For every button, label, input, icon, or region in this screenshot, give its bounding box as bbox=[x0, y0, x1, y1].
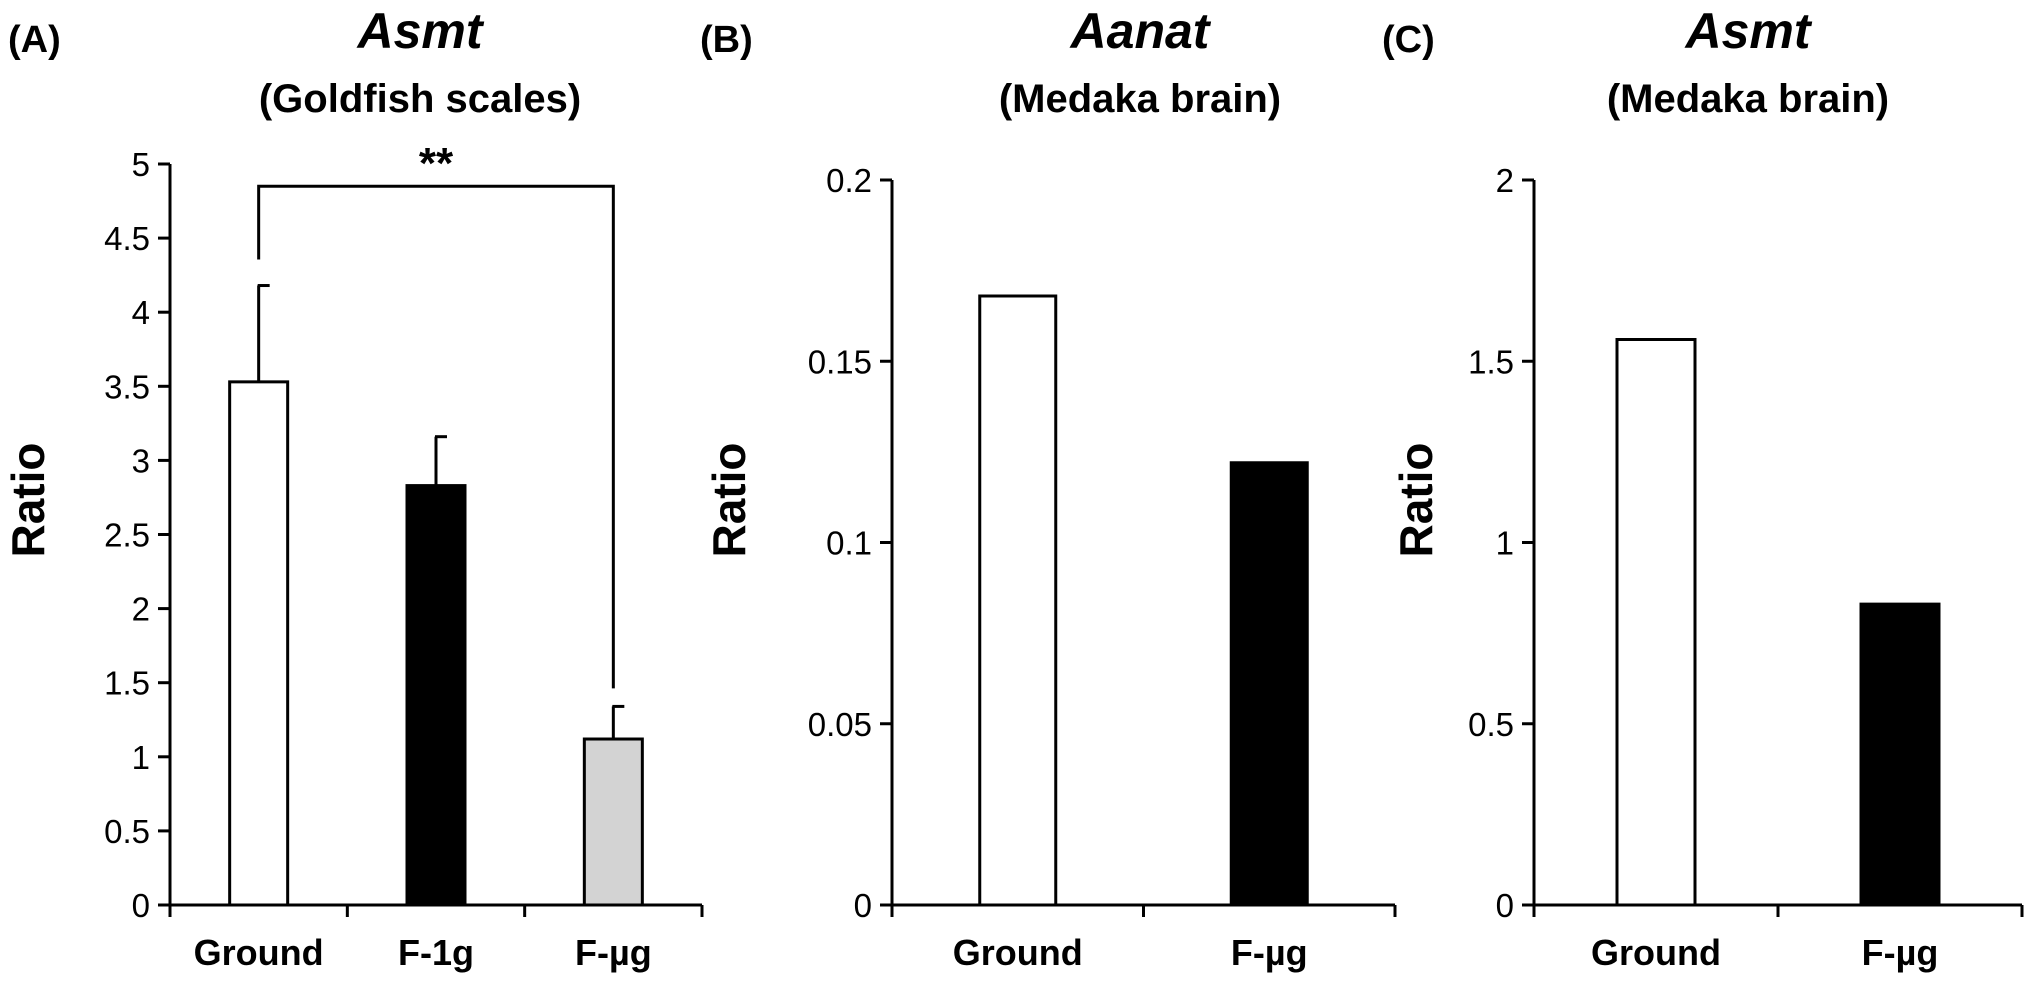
panel-a-y-tick-label: 1 bbox=[132, 739, 150, 776]
panel-c-title: Asmt bbox=[1683, 3, 1812, 59]
panel-b-x-tick-label: Ground bbox=[953, 932, 1083, 973]
panel-a-title: Asmt bbox=[355, 3, 484, 59]
panel-b-bar-ground bbox=[978, 294, 1058, 907]
panel-b-y-tick-label: 0.15 bbox=[808, 343, 872, 380]
panel-a-y-tick-label: 3.5 bbox=[104, 368, 150, 405]
panel-a-y-tick-label: 2.5 bbox=[104, 517, 150, 554]
panel-c-y-tick-label: 1.5 bbox=[1468, 343, 1514, 380]
panel-b-y-tick-label: 0.1 bbox=[826, 525, 872, 562]
panel-b-plot: 0 0.05 0.1 0.15 0.2 Ground F-µg bbox=[808, 162, 1397, 973]
panel-a: (A) Asmt (Goldfish scales) Ratio 0 0.5 1 1.… bbox=[2, 3, 704, 973]
panel-b-y-tick-label: 0 bbox=[854, 887, 872, 924]
panel-b-x-tick-label: F-µg bbox=[1231, 932, 1308, 973]
panel-c-x-tick-label: F-µg bbox=[1862, 932, 1939, 973]
panel-c-subtitle: (Medaka brain) bbox=[1607, 77, 1889, 121]
panel-a-x-tick-label: F-µg bbox=[575, 932, 652, 973]
panel-a-x-tick-label: F-1g bbox=[398, 932, 474, 973]
panel-c: (C) Asmt (Medaka brain) Ratio 0 0.5 1 1.5 2 G… bbox=[1382, 3, 2024, 973]
panel-a-y-tick-label: 4 bbox=[132, 294, 150, 331]
panel-c-x-tick-label: Ground bbox=[1591, 932, 1721, 973]
panel-c-bar-f-g bbox=[1859, 602, 1941, 907]
panel-a-y-tick-label: 4.5 bbox=[104, 220, 150, 257]
panel-c-letter: (C) bbox=[1382, 19, 1435, 61]
panel-a-letter: (A) bbox=[8, 19, 61, 61]
panel-a-plot: 0 0.5 1 1.5 2 2.5 3 3.5 4 4.5 5 Ground F-1g F-µg ** bbox=[104, 139, 704, 973]
panel-a-y-axis-label: Ratio bbox=[2, 443, 54, 558]
panel-b-subtitle: (Medaka brain) bbox=[999, 77, 1281, 121]
panel-b-letter: (B) bbox=[700, 19, 753, 61]
panel-b-y-axis-label: Ratio bbox=[703, 443, 755, 558]
panel-a-bar-f-1g bbox=[405, 484, 467, 907]
panel-a-y-tick-label: 1.5 bbox=[104, 665, 150, 702]
panel-a-y-tick-label: 5 bbox=[132, 146, 150, 183]
panel-c-y-tick-label: 0.5 bbox=[1468, 706, 1514, 743]
panel-b-y-tick-label: 0.2 bbox=[826, 162, 872, 199]
panel-a-bar-ground bbox=[228, 380, 290, 907]
panel-c-y-tick-label: 1 bbox=[1496, 525, 1514, 562]
panel-c-bar-ground bbox=[1615, 338, 1697, 907]
panel-b-bar-f-g bbox=[1229, 461, 1309, 907]
panel-c-plot: 0 0.5 1 1.5 2 Ground F-µg bbox=[1468, 162, 2024, 973]
panel-c-y-axis-label: Ratio bbox=[1390, 443, 1442, 558]
panel-c-y-tick-label: 2 bbox=[1496, 162, 1514, 199]
panel-a-y-tick-label: 0 bbox=[132, 887, 150, 924]
panel-a-x-tick-label: Ground bbox=[194, 932, 324, 973]
panel-a-bar-f-g bbox=[582, 737, 644, 907]
panel-b-y-tick-label: 0.05 bbox=[808, 706, 872, 743]
panel-a-significance-label: ** bbox=[419, 139, 454, 188]
panel-c-y-tick-label: 0 bbox=[1496, 887, 1514, 924]
panel-b: (B) Aanat (Medaka brain) Ratio 00.050.10… bbox=[700, 3, 1397, 973]
panel-a-y-tick-label: 3 bbox=[132, 442, 150, 479]
panel-a-significance-bracket bbox=[257, 184, 615, 689]
panel-a-subtitle: (Goldfish scales) bbox=[259, 77, 581, 121]
panel-b-title: Aanat bbox=[1069, 3, 1212, 59]
panel-a-y-tick-label: 0.5 bbox=[104, 813, 150, 850]
panel-a-y-tick-label: 2 bbox=[132, 591, 150, 628]
